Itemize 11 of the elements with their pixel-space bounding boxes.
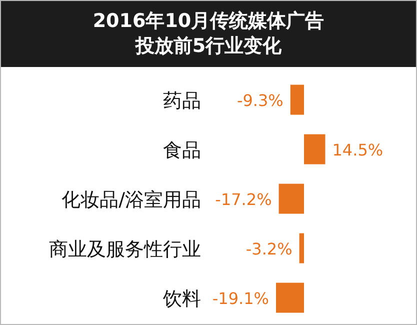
data-label: 14.5% — [332, 140, 384, 160]
y-tick-label: 化妆品/浴室用品 — [62, 188, 201, 211]
data-label: -9.3% — [236, 90, 284, 110]
data-label: -3.2% — [246, 239, 292, 258]
y-tick-label: 食品 — [163, 139, 201, 162]
y-tick-label: 饮料 — [162, 288, 201, 310]
data-label: -19.1% — [212, 288, 269, 308]
y-tick-label: 商业及服务性行业 — [49, 238, 201, 260]
data-label: -17.2% — [215, 190, 272, 209]
chart-title: 2016年10月传统媒体广告投放前5行业变化 — [92, 9, 326, 59]
y-tick-label: 药品 — [163, 90, 201, 112]
